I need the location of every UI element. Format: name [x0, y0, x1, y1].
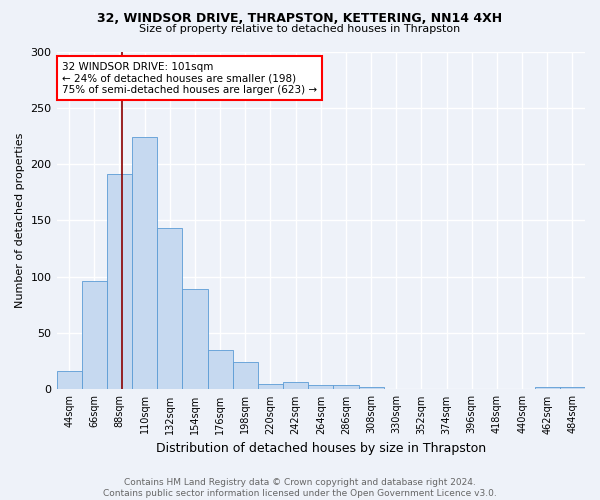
Text: Size of property relative to detached houses in Thrapston: Size of property relative to detached ho… [139, 24, 461, 34]
Bar [132, 137, 157, 390]
Bar [258, 384, 283, 390]
Bar [560, 387, 585, 390]
Bar [157, 228, 182, 390]
Bar [535, 387, 560, 390]
Text: 32, WINDSOR DRIVE, THRAPSTON, KETTERING, NN14 4XH: 32, WINDSOR DRIVE, THRAPSTON, KETTERING,… [97, 12, 503, 26]
Bar [182, 289, 208, 390]
Bar [308, 385, 334, 390]
Y-axis label: Number of detached properties: Number of detached properties [15, 133, 25, 308]
Bar [283, 382, 308, 390]
Bar [233, 362, 258, 390]
Bar [208, 350, 233, 390]
Bar [359, 387, 383, 390]
Text: Contains HM Land Registry data © Crown copyright and database right 2024.
Contai: Contains HM Land Registry data © Crown c… [103, 478, 497, 498]
X-axis label: Distribution of detached houses by size in Thrapston: Distribution of detached houses by size … [156, 442, 486, 455]
Bar [56, 372, 82, 390]
Bar [334, 385, 359, 390]
Bar [107, 174, 132, 390]
Bar [82, 282, 107, 390]
Text: 32 WINDSOR DRIVE: 101sqm
← 24% of detached houses are smaller (198)
75% of semi-: 32 WINDSOR DRIVE: 101sqm ← 24% of detach… [62, 62, 317, 95]
